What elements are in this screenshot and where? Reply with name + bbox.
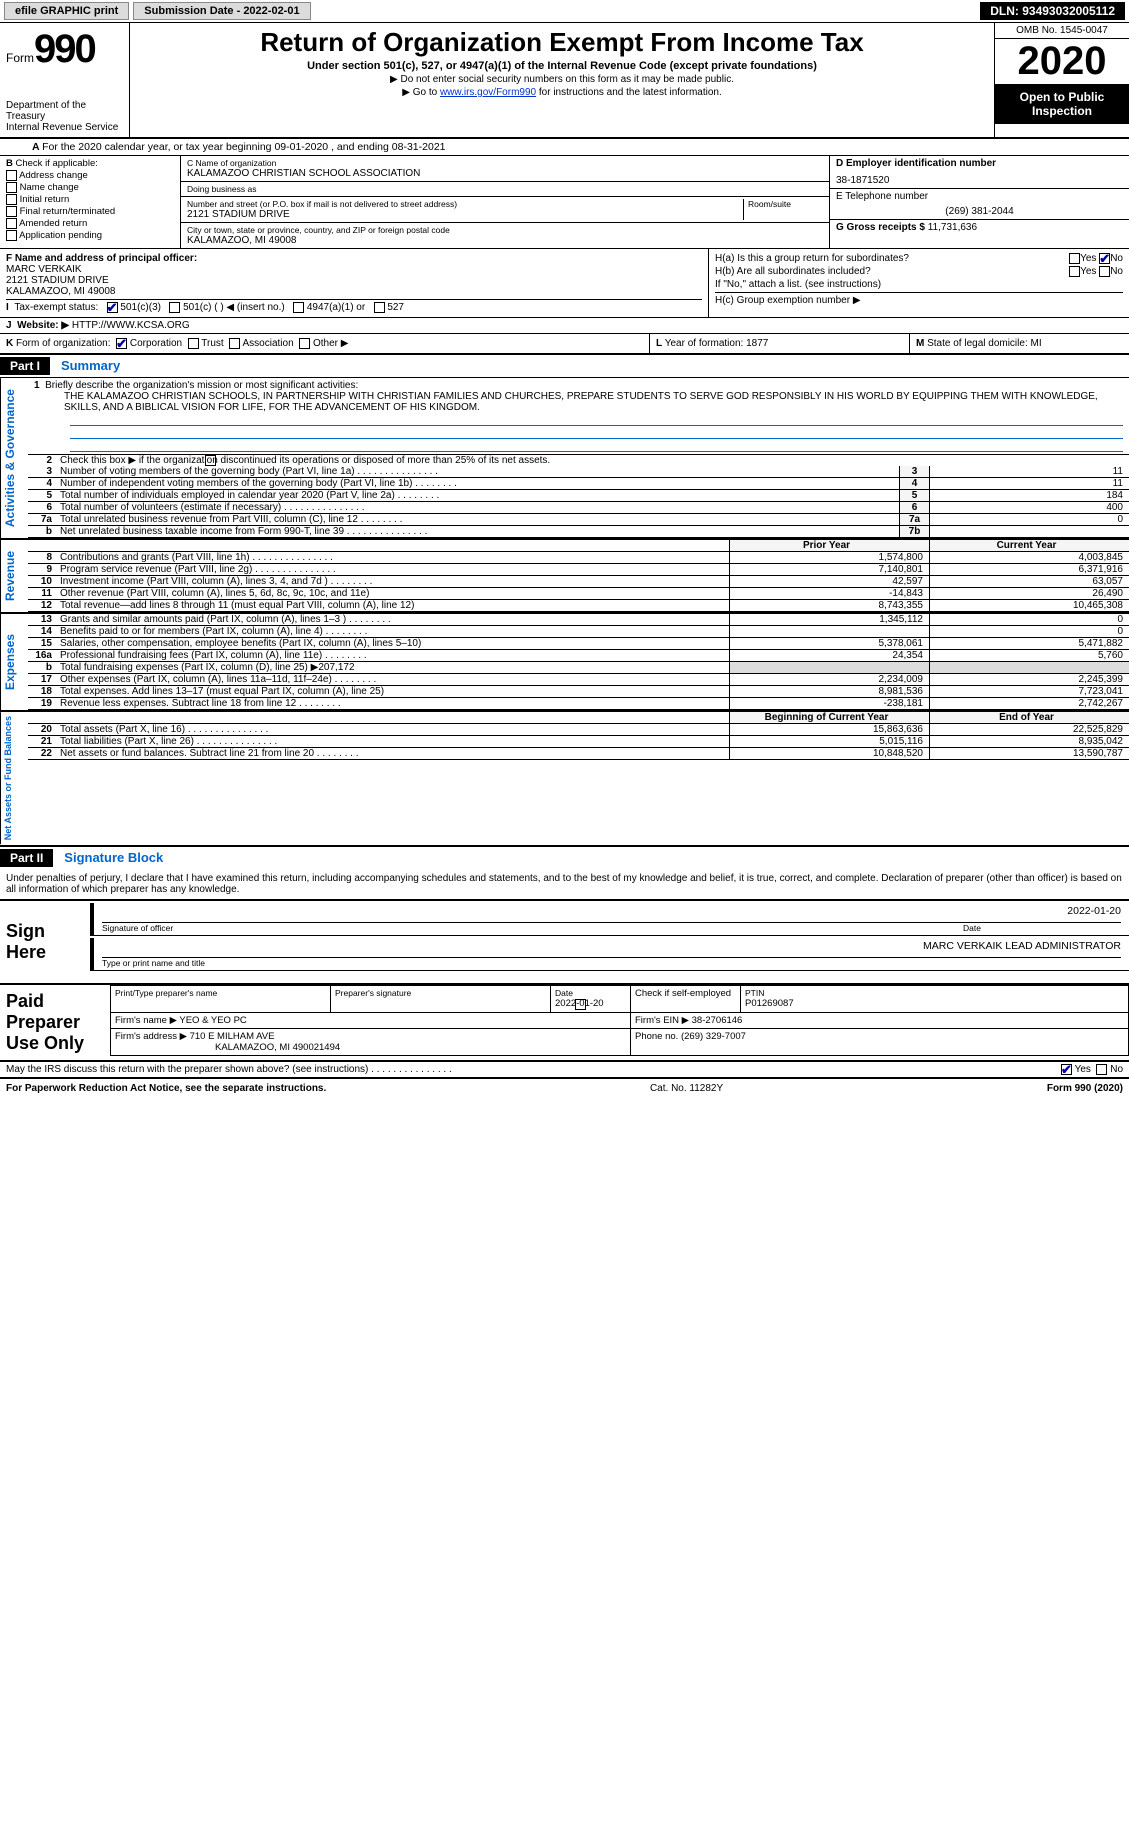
officer-name: MARC VERKAIK [6, 264, 82, 275]
chk-corp[interactable] [116, 338, 127, 349]
chk-address[interactable] [6, 170, 17, 181]
org-name: KALAMAZOO CHRISTIAN SCHOOL ASSOCIATION [187, 168, 823, 179]
chk-name[interactable] [6, 182, 17, 193]
tab-governance: Activities & Governance [0, 378, 28, 538]
summary-netassets: Net Assets or Fund Balances Beginning of… [0, 712, 1129, 846]
chk-501c3[interactable] [107, 302, 118, 313]
hb-yes[interactable] [1069, 266, 1080, 277]
page-footer: For Paperwork Reduction Act Notice, see … [0, 1079, 1129, 1098]
ein: 38-1871520 [836, 175, 1123, 186]
street: 2121 STADIUM DRIVE [187, 209, 743, 220]
ha-yes[interactable] [1069, 253, 1080, 264]
summary-expenses: Expenses 13Grants and similar amounts pa… [0, 614, 1129, 712]
officer-name-title: MARC VERKAIK LEAD ADMINISTRATOR [923, 940, 1121, 957]
chk-initial[interactable] [6, 194, 17, 205]
telephone: (269) 381-2044 [836, 206, 1123, 217]
public-inspection: Open to Public Inspection [995, 84, 1129, 124]
chk-4947[interactable] [293, 302, 304, 313]
form-header: Form990 Department of the Treasury Inter… [0, 23, 1129, 139]
block-bcd: B Check if applicable: Address change Na… [0, 156, 1129, 249]
efile-print-button[interactable]: efile GRAPHIC print [4, 2, 129, 20]
col-d: D Employer identification number38-18715… [829, 156, 1129, 248]
tax-year: 2020 [995, 39, 1129, 84]
topbar: efile GRAPHIC print Submission Date - 20… [0, 0, 1129, 23]
firm-phone: (269) 329-7007 [681, 1031, 746, 1042]
city: KALAMAZOO, MI 49008 [187, 235, 823, 246]
v5: 184 [929, 490, 1129, 501]
summary-governance: Activities & Governance 1 Briefly descri… [0, 378, 1129, 540]
header-left: Form990 Department of the Treasury Inter… [0, 23, 130, 137]
paid-preparer: Paid Preparer Use Only Print/Type prepar… [0, 985, 1129, 1062]
v3: 11 [929, 466, 1129, 477]
ptin: P01269087 [745, 998, 1124, 1009]
firm-name: YEO & YEO PC [179, 1015, 246, 1026]
chk-501c[interactable] [169, 302, 180, 313]
part1-header: Part I Summary [0, 355, 1129, 378]
irs-link[interactable]: www.irs.gov/Form990 [440, 87, 536, 98]
header-right: OMB No. 1545-0047 2020 Open to Public In… [994, 23, 1129, 137]
header-center: Return of Organization Exempt From Incom… [130, 23, 994, 137]
line-a: A For the 2020 calendar year, or tax yea… [0, 139, 1129, 156]
chk-527[interactable] [374, 302, 385, 313]
discuss-no[interactable] [1096, 1064, 1107, 1075]
mission-text: THE KALAMAZOO CHRISTIAN SCHOOLS, IN PART… [64, 391, 1123, 413]
gross-receipts: 11,731,636 [928, 222, 977, 233]
firm-ein: 38-2706146 [692, 1015, 743, 1026]
v6: 400 [929, 502, 1129, 513]
v7a: 0 [929, 514, 1129, 525]
submission-date-button[interactable]: Submission Date - 2022-02-01 [133, 2, 310, 20]
hb-no[interactable] [1099, 266, 1110, 277]
mission-block: 1 Briefly describe the organization's mi… [28, 378, 1129, 455]
col-c: C Name of organizationKALAMAZOO CHRISTIA… [180, 156, 829, 248]
chk-assoc[interactable] [229, 338, 240, 349]
col-h: H(a) Is this a group return for subordin… [709, 249, 1129, 317]
sign-date: 2022-01-20 [1067, 905, 1121, 922]
goto-note: ▶ Go to www.irs.gov/Form990 for instruct… [136, 87, 988, 98]
discuss-yes[interactable] [1061, 1064, 1072, 1075]
state-domicile: MI [1031, 338, 1042, 349]
block-fh: F Name and address of principal officer:… [0, 249, 1129, 318]
chk-pending[interactable] [6, 230, 17, 241]
line-klm: K Form of organization: Corporation Trus… [0, 334, 1129, 355]
dln-box: DLN: 93493032005112 [980, 2, 1125, 20]
year-formation: 1877 [746, 338, 768, 349]
col-b: B Check if applicable: Address change Na… [0, 156, 180, 248]
omb-number: OMB No. 1545-0047 [995, 23, 1129, 39]
chk-discontinued[interactable] [205, 455, 216, 466]
ssn-note: ▶ Do not enter social security numbers o… [136, 74, 988, 85]
tab-expenses: Expenses [0, 614, 28, 710]
v7b [929, 526, 1129, 537]
chk-self-employed[interactable] [575, 999, 586, 1010]
v4: 11 [929, 478, 1129, 489]
form-subtitle: Under section 501(c), 527, or 4947(a)(1)… [136, 60, 988, 72]
ha-no[interactable] [1099, 253, 1110, 264]
form-title: Return of Organization Exempt From Incom… [136, 27, 988, 58]
chk-trust[interactable] [188, 338, 199, 349]
line-j: J Website: ▶ HTTP://WWW.KCSA.ORG [0, 318, 1129, 334]
part2-header: Part II Signature Block [0, 847, 1129, 869]
sign-here: Sign Here 2022-01-20 Signature of office… [0, 901, 1129, 985]
perjury-declaration: Under penalties of perjury, I declare th… [0, 869, 1129, 901]
summary-revenue: Revenue Prior YearCurrent Year 8Contribu… [0, 540, 1129, 614]
form-number: 990 [34, 27, 95, 71]
col-f: F Name and address of principal officer:… [0, 249, 709, 317]
website: HTTP://WWW.KCSA.ORG [72, 320, 190, 331]
tab-revenue: Revenue [0, 540, 28, 612]
tab-netassets: Net Assets or Fund Balances [0, 712, 28, 844]
discuss-line: May the IRS discuss this return with the… [0, 1062, 1129, 1079]
chk-other[interactable] [299, 338, 310, 349]
chk-final[interactable] [6, 206, 17, 217]
dept-treasury: Department of the Treasury Internal Reve… [6, 100, 123, 133]
chk-amended[interactable] [6, 218, 17, 229]
form-word: Form [6, 51, 34, 65]
